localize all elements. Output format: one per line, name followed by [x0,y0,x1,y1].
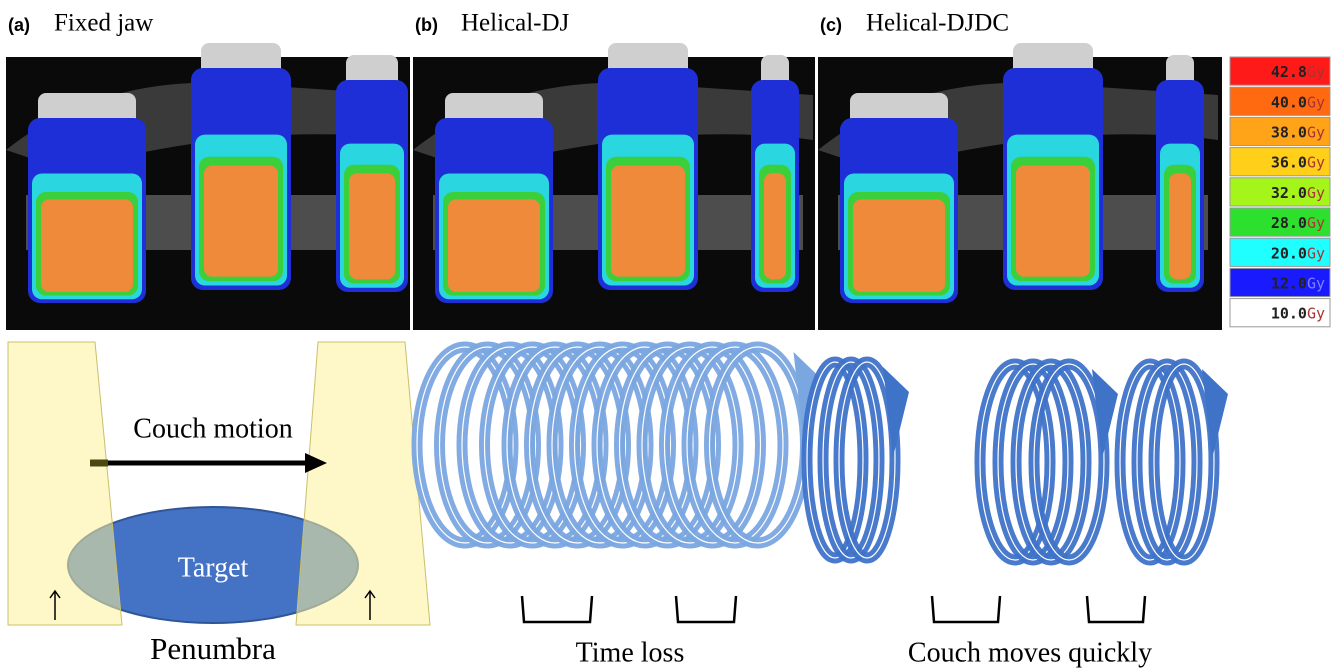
panel-tag: (a) [8,15,30,35]
dose-38 [41,199,133,292]
legend-label: 28.0Gy [1271,214,1325,232]
couch-motion-label: Couch motion [133,413,292,444]
dose-38 [448,199,540,292]
legend-value: 20.0 [1271,244,1307,262]
dose-38 [611,166,685,277]
legend-unit: Gy [1307,123,1325,141]
panel-tag: (c) [820,15,842,35]
coil-fast-1 [807,362,909,558]
legend-value: 12.0 [1271,274,1307,292]
legend-value: 28.0 [1271,214,1307,232]
legend-value: 40.0 [1271,93,1307,111]
jaw-left [8,342,122,625]
penumbra-label: Penumbra [150,631,276,666]
legend-label: 38.0Gy [1271,123,1325,141]
legend-unit: Gy [1307,244,1325,262]
legend-label: 40.0Gy [1271,93,1325,111]
time-loss-label: Time loss [576,637,685,668]
ct-image [818,43,1222,330]
dose-38 [204,166,278,277]
panel-title: Fixed jaw [54,10,153,37]
couch-moves-quickly-label: Couch moves quickly [908,637,1152,668]
coil-fast-3 [1120,364,1228,560]
dose-38 [349,173,395,279]
legend-value: 36.0 [1271,153,1307,171]
figure-canvas: Couch motion Target Penumbra Time loss C… [0,0,1343,669]
legend-unit: Gy [1307,183,1325,201]
legend-label: 10.0Gy [1271,304,1325,322]
target-label: Target [178,552,249,583]
coil-fast-2 [980,364,1118,560]
legend-unit: Gy [1307,153,1325,171]
legend-value: 32.0 [1271,183,1307,201]
jaw-right [296,342,430,625]
dose-38 [1169,173,1191,279]
legend-unit: Gy [1307,214,1325,232]
legend-unit: Gy [1307,304,1325,322]
panel-title: Helical-DJDC [866,10,1009,37]
legend-value: 42.8 [1271,63,1307,81]
legend-unit: Gy [1307,63,1325,81]
dose-38 [764,173,786,279]
legend-value: 38.0 [1271,123,1307,141]
legend-unit: Gy [1307,93,1325,111]
panel-tag: (b) [415,15,438,35]
legend-unit: Gy [1307,274,1325,292]
legend-label: 12.0Gy [1271,274,1325,292]
panel-title: Helical-DJ [461,10,570,37]
dose-38 [1016,166,1090,277]
legend-value: 10.0 [1271,304,1307,322]
legend-label: 42.8Gy [1271,63,1325,81]
ct-image [413,43,815,330]
ct-image [6,43,410,330]
legend-label: 36.0Gy [1271,153,1325,171]
dose-38 [853,199,945,292]
figure: Couch motion Target Penumbra Time loss C… [0,0,1343,669]
legend-label: 32.0Gy [1271,183,1325,201]
brackets [522,596,1145,622]
legend-label: 20.0Gy [1271,244,1325,262]
coil-slow [417,347,820,543]
